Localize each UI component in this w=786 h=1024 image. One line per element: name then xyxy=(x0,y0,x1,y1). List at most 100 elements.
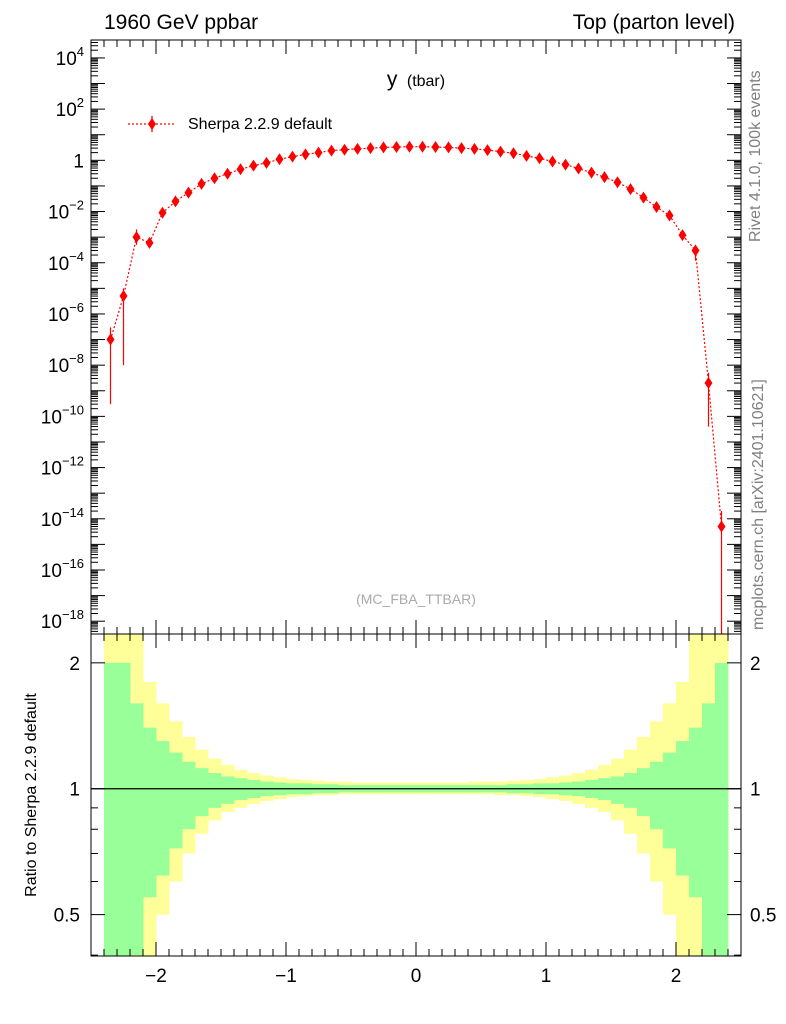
data-point xyxy=(314,146,323,159)
x-tick-label: 2 xyxy=(671,966,682,987)
data-point xyxy=(587,166,596,179)
y-tick-label-exponent: −16 xyxy=(62,556,84,571)
y-tick-label-base: 10 xyxy=(48,203,69,224)
ratio-band-inner xyxy=(208,773,222,808)
data-point xyxy=(626,183,635,196)
data-point xyxy=(106,333,115,346)
ratio-y-tick-label-right: 0.5 xyxy=(750,906,776,927)
y-tick-label-base: 10 xyxy=(48,305,69,326)
x-tick-label: 1 xyxy=(541,966,552,987)
ratio-band-inner xyxy=(663,752,677,849)
ratio-band-inner xyxy=(637,768,651,817)
y-tick-label: 10−6 xyxy=(48,300,84,326)
y-tick-label: 10−14 xyxy=(41,505,84,531)
y-tick-label: 10−18 xyxy=(41,607,84,633)
data-point xyxy=(431,141,440,154)
series-line-sherpa xyxy=(109,146,723,527)
ratio-bands xyxy=(104,634,729,956)
y-tick-label-base: 10 xyxy=(41,459,62,480)
data-point xyxy=(184,186,193,199)
side-mcplots: mcplots.cern.ch [arXiv:2401.10621] xyxy=(750,379,767,630)
y-tick-label-exponent: 2 xyxy=(77,95,84,110)
header-left: 1960 GeV ppbar xyxy=(104,11,258,34)
data-point xyxy=(275,153,284,166)
ratio-band-inner xyxy=(104,662,118,956)
x-tick-label: −2 xyxy=(145,966,167,987)
watermark: (MC_FBA_TTBAR) xyxy=(356,591,476,607)
data-point xyxy=(457,142,466,155)
data-point xyxy=(496,145,505,158)
y-tick-label-base: 10 xyxy=(41,561,62,582)
y-tick-label: 10−16 xyxy=(41,556,84,582)
data-point xyxy=(470,142,479,155)
ratio-band-inner xyxy=(611,776,625,804)
y-tick-label-exponent: −8 xyxy=(69,351,84,366)
plot-title-main: y xyxy=(387,68,398,91)
data-point xyxy=(288,150,297,163)
data-point xyxy=(574,162,583,175)
y-tick-label: 102 xyxy=(56,95,84,121)
y-tick-label-base: 10 xyxy=(56,100,77,121)
ratio-band-inner xyxy=(143,727,157,898)
data-point xyxy=(600,171,609,184)
y-tick-label-exponent: −18 xyxy=(62,607,84,622)
ratio-y-tick-label-right: 1 xyxy=(750,780,761,801)
ratio-band-inner xyxy=(195,768,209,817)
data-point xyxy=(340,143,349,156)
y-tick-label: 1 xyxy=(73,151,84,172)
ratio-band-inner xyxy=(676,741,690,876)
ratio-band-inner xyxy=(702,703,716,956)
ratio-band-inner xyxy=(650,761,664,830)
ratio-panel: 0.5 0.5 1 1 2 2 −2 −1 0 1 2 Ratio to Sherpa 2.2.9… xyxy=(23,633,776,987)
y-tick-label-exponent: −2 xyxy=(69,198,84,213)
y-tick-label-base: 10 xyxy=(48,356,69,377)
data-point xyxy=(483,144,492,157)
data-point xyxy=(132,231,141,244)
main-y-labels: 104102110−210−410−610−810−1010−1210−1410… xyxy=(41,44,84,633)
data-point xyxy=(678,229,687,242)
y-tick-label-base: 1 xyxy=(73,151,84,172)
main-x-ticks xyxy=(90,40,742,634)
data-point xyxy=(613,176,622,189)
data-point xyxy=(691,244,700,257)
data-point xyxy=(522,149,531,162)
y-tick-label-exponent: −12 xyxy=(62,454,84,469)
ratio-x-ticks xyxy=(90,634,742,956)
ratio-y-tick-label: 1 xyxy=(69,780,80,801)
data-point xyxy=(210,172,219,185)
ratio-ylabel: Ratio to Sherpa 2.2.9 default xyxy=(23,693,40,897)
data-point xyxy=(717,520,726,533)
ratio-band-inner xyxy=(221,776,235,804)
data-point xyxy=(249,159,258,172)
y-tick-label: 10−4 xyxy=(48,249,84,275)
ratio-y-tick-label: 0.5 xyxy=(54,906,80,927)
y-tick-label: 10−10 xyxy=(41,402,84,428)
ratio-y-ticks xyxy=(91,662,741,956)
data-point xyxy=(509,147,518,160)
data-point xyxy=(197,177,206,190)
y-tick-label-base: 10 xyxy=(41,407,62,428)
side-rivet: Rivet 4.1.0, 100k events xyxy=(747,70,764,242)
data-point xyxy=(327,144,336,157)
data-point xyxy=(353,142,362,155)
plot-title-sub: (tbar) xyxy=(407,73,445,90)
y-tick-label-exponent: −4 xyxy=(69,249,84,264)
data-point xyxy=(262,156,271,169)
y-tick-label: 10−8 xyxy=(48,351,84,377)
ratio-band-inner xyxy=(689,727,703,898)
data-point xyxy=(704,377,713,390)
data-point xyxy=(158,206,167,219)
plot-title: y (tbar) xyxy=(387,68,445,91)
legend-marker-icon xyxy=(148,118,156,130)
data-point xyxy=(119,290,128,303)
legend: Sherpa 2.2.9 default xyxy=(128,116,333,133)
x-tick-label: −1 xyxy=(275,966,297,987)
x-tick-label: 0 xyxy=(411,966,422,987)
y-tick-label-exponent: −10 xyxy=(62,402,84,417)
ratio-band-inner xyxy=(169,752,183,849)
y-tick-label-base: 10 xyxy=(41,612,62,633)
ratio-band-inner xyxy=(117,662,131,956)
data-point xyxy=(145,236,154,249)
ratio-band-inner xyxy=(130,703,144,956)
data-point xyxy=(665,209,674,222)
